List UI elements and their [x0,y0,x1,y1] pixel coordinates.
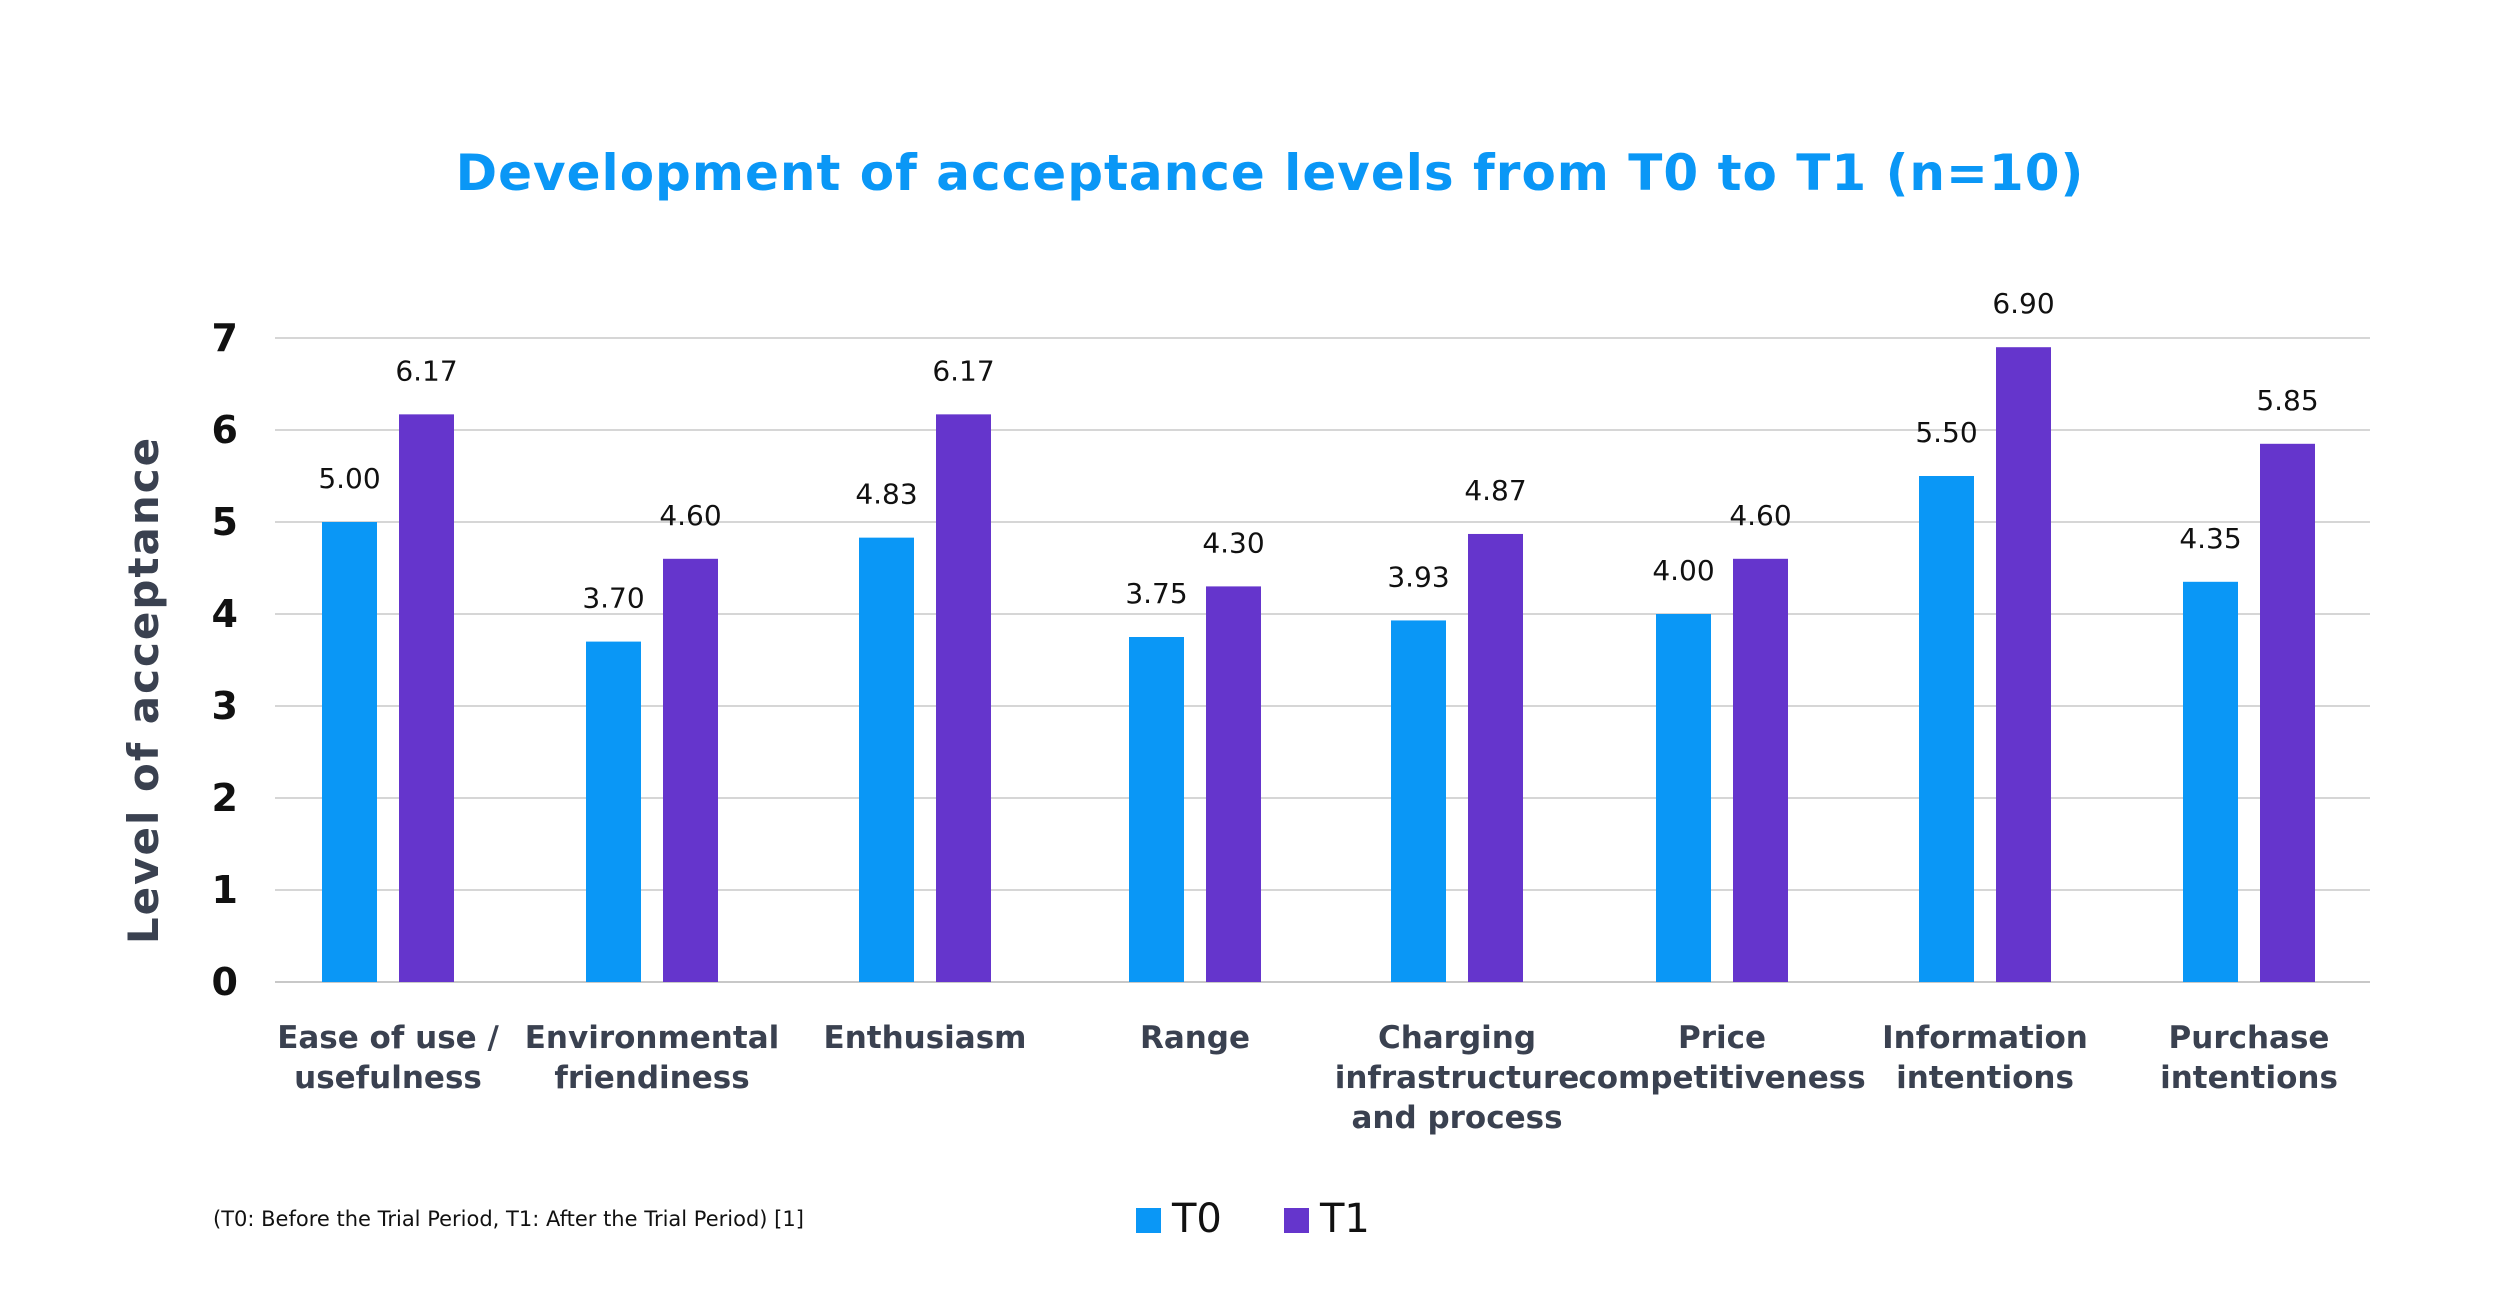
x-tick-label-line: Purchase [2169,1020,2330,1056]
x-tick-label: Range [1140,1020,1250,1056]
x-tick-label: Price competitiveness [1578,1020,1865,1096]
y-tick-label: 6 [212,408,238,452]
y-ticks-layer: 0 1 2 3 4 5 6 7 [212,316,238,1004]
bar-t0-7 [2183,581,2238,982]
bar-t1-2 [936,414,991,982]
x-tick-label-line: competitiveness [1578,1060,1865,1096]
data-label-t1-1: 4.60 [659,499,721,532]
legend-swatch-t0 [1136,1208,1161,1233]
y-axis-label: Level of acceptance [119,436,168,944]
bar-t1-7 [2260,443,2315,982]
data-label-t1-4: 4.87 [1464,474,1526,507]
data-label-t1-6: 6.90 [1992,287,2054,320]
data-label-t0-5: 4.00 [1652,554,1714,587]
x-tick-label: Information intentions [1882,1020,2088,1096]
x-tick-label-line: Information [1882,1020,2088,1056]
y-tick-label: 2 [212,776,238,820]
data-labels-layer: 5.00 3.70 4.83 3.75 3.93 4.00 5.50 4.35 6.17 4.60… [318,287,2318,614]
x-tick-label-line: intentions [2160,1060,2338,1096]
data-label-t1-7: 5.85 [2256,384,2318,417]
bar-t1-6 [1996,347,2051,982]
data-label-t0-1: 3.70 [582,582,644,615]
x-tick-label-line: Environmental [525,1020,780,1056]
data-label-t1-2: 6.17 [932,354,994,387]
data-label-t0-0: 5.00 [318,462,380,495]
data-label-t1-0: 6.17 [395,354,457,387]
y-tick-label: 0 [212,960,238,1004]
data-label-t1-3: 4.30 [1202,526,1264,559]
data-label-t1-5: 4.60 [1729,499,1791,532]
x-tick-label-line: Charging [1378,1020,1536,1056]
x-tick-label-line: and process [1351,1100,1562,1136]
bar-t0-5 [1656,614,1711,982]
bar-t0-4 [1391,620,1446,982]
y-tick-label: 3 [212,684,238,728]
bar-t0-0 [322,522,377,982]
legend: T0 T1 [1136,1196,1370,1242]
bar-t0-3 [1129,637,1184,982]
x-tick-label: Charging infrastructure and process [1335,1020,1580,1136]
data-label-t0-4: 3.93 [1387,560,1449,593]
x-tick-label: Enthusiasm [824,1020,1027,1056]
legend-label-t1: T1 [1319,1196,1370,1242]
x-tick-label: Ease of use / usefulness [277,1020,499,1096]
bar-t0-6 [1919,476,1974,982]
x-ticks-layer: Ease of use / usefulness Environmental frie… [277,1020,2338,1136]
bar-t1-0 [399,414,454,982]
x-tick-label-line: Enthusiasm [824,1020,1027,1056]
bars-layer [322,347,2315,982]
legend-swatch-t1 [1284,1208,1309,1233]
y-tick-label: 5 [212,500,238,544]
data-label-t0-2: 4.83 [855,478,917,511]
x-tick-label: Environmental friendiness [525,1020,780,1096]
y-tick-label: 1 [212,868,238,912]
x-tick-label-line: intentions [1896,1060,2074,1096]
data-label-t0-7: 4.35 [2179,522,2241,555]
data-label-t0-6: 5.50 [1915,416,1977,449]
bar-t1-4 [1468,533,1523,982]
footnote: (T0: Before the Trial Period, T1: After … [213,1207,804,1231]
bar-t1-3 [1206,586,1261,982]
x-tick-label-line: infrastructure [1335,1060,1580,1096]
x-tick-label-line: usefulness [294,1060,482,1096]
bar-t1-5 [1733,558,1788,982]
chart-title: Development of acceptance levels from T0… [456,144,2085,202]
x-tick-label-line: Price [1678,1020,1766,1056]
y-tick-label: 4 [212,592,238,636]
x-tick-label-line: friendiness [554,1060,749,1096]
bar-t0-1 [586,641,641,982]
data-label-t0-3: 3.75 [1125,577,1187,610]
legend-label-t0: T0 [1171,1196,1222,1242]
x-tick-label-line: Ease of use / [277,1020,499,1056]
bar-t1-1 [663,558,718,982]
x-tick-label-line: Range [1140,1020,1250,1056]
x-tick-label: Purchase intentions [2160,1020,2338,1096]
bar-t0-2 [859,537,914,982]
y-tick-label: 7 [212,316,238,360]
